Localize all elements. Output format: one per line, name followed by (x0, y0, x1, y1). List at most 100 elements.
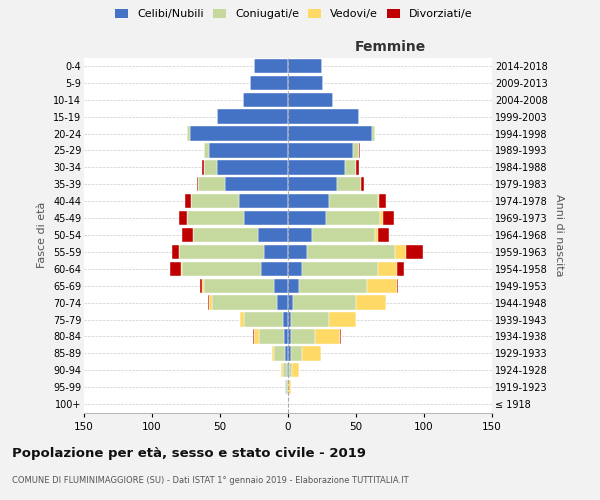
Bar (291, 312, 329, 326)
Bar (217, 160, 288, 174)
Bar (250, 76, 288, 90)
Bar (288, 244, 307, 259)
Bar (288, 194, 329, 208)
Bar (288, 144, 353, 158)
Bar (299, 278, 367, 293)
Bar (337, 177, 361, 192)
Bar (283, 312, 288, 326)
Bar (288, 211, 326, 226)
Bar (259, 329, 284, 344)
Bar (182, 228, 193, 242)
Bar (288, 312, 291, 326)
Y-axis label: Anni di nascita: Anni di nascita (554, 194, 564, 276)
Bar (288, 126, 373, 141)
Bar (202, 160, 203, 174)
Bar (292, 363, 299, 378)
Bar (239, 194, 288, 208)
Bar (288, 59, 322, 73)
Bar (373, 126, 375, 141)
Bar (284, 329, 288, 344)
Bar (287, 363, 288, 378)
Bar (378, 228, 389, 242)
Bar (203, 144, 209, 158)
Bar (202, 278, 203, 293)
Bar (185, 194, 191, 208)
Bar (397, 278, 398, 293)
Bar (170, 262, 181, 276)
Bar (356, 160, 359, 174)
Bar (254, 59, 288, 73)
Bar (243, 92, 288, 107)
Bar (190, 126, 288, 141)
Bar (379, 194, 386, 208)
Bar (172, 244, 179, 259)
Bar (244, 211, 288, 226)
Bar (353, 144, 359, 158)
Bar (288, 92, 333, 107)
Bar (359, 144, 360, 158)
Bar (289, 363, 292, 378)
Bar (345, 160, 356, 174)
Bar (315, 329, 340, 344)
Bar (283, 363, 287, 378)
Bar (288, 228, 313, 242)
Bar (329, 194, 378, 208)
Bar (291, 346, 302, 360)
Bar (288, 110, 359, 124)
Bar (285, 380, 287, 394)
Bar (375, 228, 378, 242)
Bar (288, 262, 302, 276)
Bar (193, 228, 258, 242)
Bar (288, 76, 323, 90)
Bar (258, 228, 288, 242)
Bar (187, 126, 190, 141)
Bar (356, 296, 386, 310)
Bar (288, 160, 345, 174)
Bar (307, 244, 395, 259)
Bar (302, 346, 320, 360)
Bar (217, 110, 288, 124)
Bar (288, 177, 337, 192)
Bar (288, 363, 289, 378)
Bar (287, 380, 288, 394)
Bar (288, 380, 291, 394)
Bar (378, 194, 379, 208)
Bar (209, 296, 212, 310)
Bar (340, 329, 341, 344)
Bar (197, 177, 198, 192)
Bar (212, 296, 277, 310)
Text: Popolazione per età, sesso e stato civile - 2019: Popolazione per età, sesso e stato civil… (12, 448, 366, 460)
Bar (288, 329, 291, 344)
Bar (261, 262, 288, 276)
Bar (406, 244, 422, 259)
Bar (244, 312, 283, 326)
Bar (179, 244, 263, 259)
Bar (274, 278, 288, 293)
Bar (288, 278, 299, 293)
Bar (179, 211, 187, 226)
Bar (181, 262, 182, 276)
Bar (285, 346, 288, 360)
Bar (198, 177, 226, 192)
Bar (367, 278, 397, 293)
Bar (383, 211, 394, 226)
Bar (241, 312, 244, 326)
Bar (291, 329, 315, 344)
Bar (254, 329, 259, 344)
Bar (288, 346, 291, 360)
Bar (288, 296, 293, 310)
Bar (329, 312, 356, 326)
Bar (326, 211, 380, 226)
Bar (380, 211, 383, 226)
Bar (378, 262, 397, 276)
Bar (182, 262, 261, 276)
Bar (200, 278, 202, 293)
Bar (274, 346, 285, 360)
Bar (203, 160, 217, 174)
Bar (313, 228, 375, 242)
Bar (397, 262, 404, 276)
Bar (191, 194, 239, 208)
Y-axis label: Fasce di età: Fasce di età (37, 202, 47, 268)
Bar (302, 262, 378, 276)
Bar (203, 278, 274, 293)
